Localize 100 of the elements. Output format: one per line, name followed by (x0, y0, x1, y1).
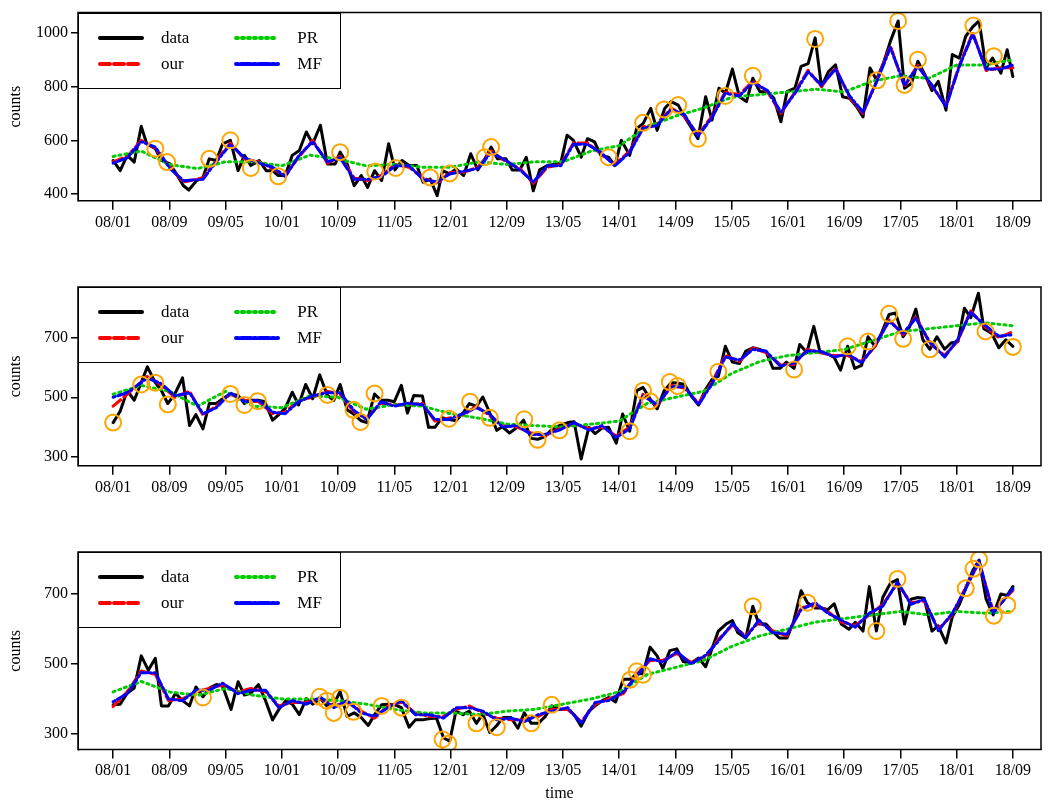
y-axis-title: counts (5, 355, 23, 398)
point (888, 569, 907, 588)
x-tick-label: 18/01 (938, 212, 975, 230)
point (146, 373, 165, 392)
y-tick-label: 500 (44, 654, 68, 672)
x-tick-label: 18/09 (994, 477, 1032, 495)
point (351, 412, 370, 431)
point (634, 665, 653, 684)
point (235, 396, 254, 415)
point (688, 129, 707, 148)
x-tick-label: 14/01 (601, 477, 638, 495)
x-tick-label: 16/01 (769, 761, 807, 779)
point (392, 698, 411, 717)
point (324, 703, 343, 722)
y-tick-label: 700 (44, 327, 68, 345)
x-tick-label: 09/05 (207, 477, 244, 495)
point (964, 559, 983, 578)
x-tick-label: 17/05 (882, 477, 919, 495)
point (482, 138, 501, 157)
point (627, 662, 646, 681)
x-tick-label: 14/09 (657, 477, 694, 495)
point (669, 96, 688, 115)
point (221, 384, 240, 403)
x-tick-label: 08/09 (151, 477, 188, 495)
point (964, 16, 983, 35)
point (858, 332, 877, 351)
legend-label: data (161, 302, 191, 322)
point (248, 392, 267, 411)
point (522, 714, 541, 733)
point (132, 375, 151, 394)
point (970, 552, 989, 569)
x-tick-label: 15/05 (713, 212, 750, 230)
x-tick-label: 18/09 (994, 761, 1032, 779)
x-tick-label: 08/01 (94, 477, 132, 495)
x-tick-label: 11/05 (376, 761, 413, 779)
x-tick-label: 08/09 (151, 212, 188, 230)
x-tick-label: 14/09 (657, 761, 694, 779)
x-tick-label: 11/05 (376, 212, 413, 230)
x-tick-label: 08/01 (94, 761, 132, 779)
point (344, 702, 363, 721)
y-axis-title: counts (5, 629, 23, 672)
point (867, 622, 886, 641)
point (487, 718, 506, 737)
point (743, 597, 762, 616)
x-tick-label: 09/05 (207, 761, 244, 779)
point (709, 362, 728, 381)
point (331, 688, 350, 707)
x-tick-label: 10/01 (263, 477, 301, 495)
y-tick-label: 1000 (36, 22, 68, 40)
y-axis-title: counts (5, 85, 23, 128)
point (895, 75, 914, 94)
point (889, 12, 908, 30)
legend-label: our (161, 53, 185, 74)
point (785, 360, 804, 379)
x-tick-label: 16/01 (769, 212, 807, 230)
point (317, 691, 336, 710)
point (634, 381, 653, 400)
x-tick-label: 16/01 (769, 477, 807, 495)
y-tick-label: 300 (44, 447, 68, 465)
point (641, 392, 660, 411)
point (528, 430, 547, 449)
point (542, 695, 561, 714)
point (433, 730, 452, 749)
point (716, 86, 735, 105)
x-tick-label: 15/05 (713, 477, 750, 495)
point (480, 408, 499, 427)
point (104, 413, 123, 432)
legend-label: MF (297, 328, 322, 348)
x-tick-label: 18/01 (938, 761, 975, 779)
point (660, 373, 679, 392)
point (331, 143, 350, 162)
x-tick-label: 12/09 (488, 477, 526, 495)
x-tick-label: 10/09 (319, 761, 357, 779)
x-tick-label: 10/01 (263, 212, 301, 230)
legend-label: MF (297, 53, 322, 74)
point (475, 148, 494, 167)
x-tick-label: 16/09 (825, 477, 863, 495)
y-tick-label: 300 (44, 724, 68, 742)
x-tick-label: 10/09 (319, 477, 357, 495)
y-tick-label: 400 (44, 184, 68, 202)
y-tick-label: 700 (44, 584, 68, 602)
x-tick-label: 16/09 (825, 212, 863, 230)
x-tick-label: 13/05 (544, 477, 582, 495)
point (976, 322, 995, 341)
point (868, 71, 887, 90)
x-tick-label: 13/05 (544, 212, 582, 230)
point (998, 596, 1017, 615)
legend-label: PR (297, 567, 320, 587)
point (158, 153, 177, 172)
point (467, 714, 486, 733)
point (241, 159, 260, 177)
x-tick-label: 12/09 (488, 761, 526, 779)
x-tick-label: 12/01 (432, 212, 469, 230)
x-tick-label: 14/09 (657, 212, 694, 230)
point (439, 734, 458, 750)
legend-label: MF (297, 593, 322, 613)
x-tick-label: 17/05 (882, 212, 919, 230)
point (365, 384, 384, 403)
point (620, 422, 639, 441)
legend-label: PR (297, 302, 320, 322)
